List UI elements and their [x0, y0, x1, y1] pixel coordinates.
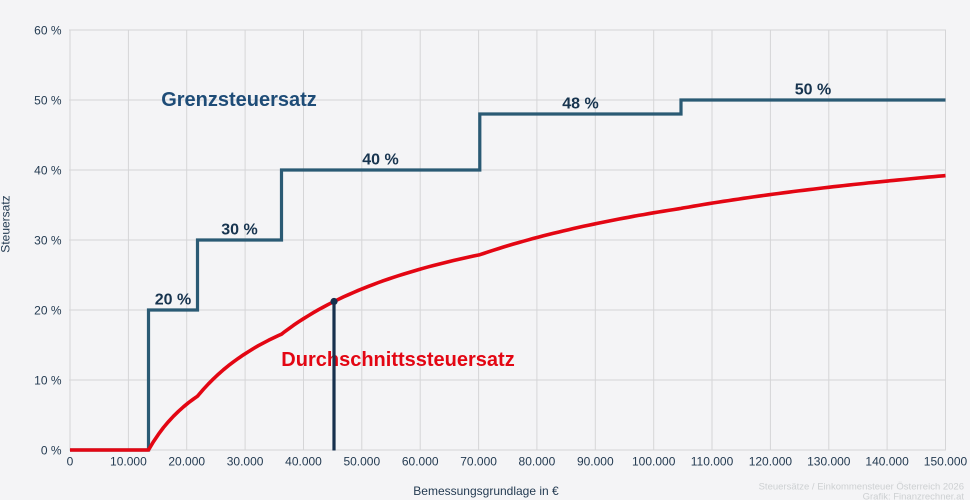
svg-text:60.000: 60.000 — [402, 455, 439, 469]
svg-text:40 %: 40 % — [34, 164, 62, 178]
svg-text:20 %: 20 % — [34, 304, 62, 318]
svg-text:Steuersätze / Einkommensteuer: Steuersätze / Einkommensteuer Österreich… — [759, 482, 964, 493]
svg-text:70.000: 70.000 — [460, 455, 497, 469]
svg-text:40.000: 40.000 — [285, 455, 322, 469]
svg-text:140.000: 140.000 — [865, 455, 909, 469]
svg-text:30.000: 30.000 — [227, 455, 264, 469]
svg-text:90.000: 90.000 — [577, 455, 614, 469]
svg-text:0: 0 — [67, 455, 74, 469]
svg-text:50 %: 50 % — [34, 94, 62, 108]
svg-text:30 %: 30 % — [34, 234, 62, 248]
svg-text:100.000: 100.000 — [632, 455, 676, 469]
svg-text:40 %: 40 % — [362, 152, 398, 169]
svg-text:50 %: 50 % — [795, 82, 831, 99]
svg-text:50.000: 50.000 — [343, 455, 380, 469]
svg-text:120.000: 120.000 — [749, 455, 793, 469]
svg-text:Steuersatz: Steuersatz — [0, 195, 13, 252]
svg-text:Grafik: Finanzrechner.at: Grafik: Finanzrechner.at — [863, 492, 965, 500]
svg-text:0 %: 0 % — [41, 444, 62, 458]
svg-text:20 %: 20 % — [155, 292, 191, 309]
svg-text:20.000: 20.000 — [168, 455, 205, 469]
svg-text:150.000: 150.000 — [924, 455, 968, 469]
svg-text:130.000: 130.000 — [807, 455, 851, 469]
svg-text:80.000: 80.000 — [519, 455, 556, 469]
svg-text:Grenzsteuersatz: Grenzsteuersatz — [161, 89, 317, 111]
svg-text:60 %: 60 % — [34, 24, 62, 38]
svg-text:10 %: 10 % — [34, 374, 62, 388]
svg-text:10.000: 10.000 — [110, 455, 147, 469]
svg-text:Durchschnittssteuersatz: Durchschnittssteuersatz — [281, 349, 514, 371]
svg-text:30 %: 30 % — [221, 222, 257, 239]
svg-text:110.000: 110.000 — [691, 455, 734, 469]
svg-text:Bemessungsgrundlage in €: Bemessungsgrundlage in € — [413, 484, 559, 498]
svg-text:48 %: 48 % — [562, 96, 598, 113]
